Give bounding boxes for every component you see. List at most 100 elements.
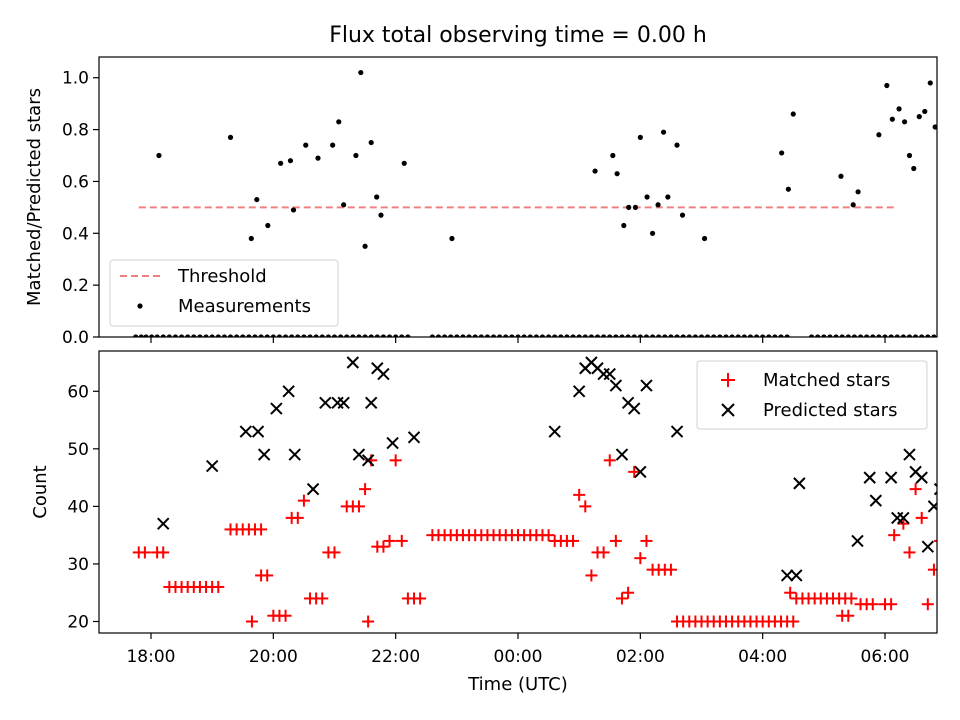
- predicted-star-point: [915, 471, 928, 484]
- measurement-point: [876, 132, 882, 138]
- measurement-point-zero: [870, 334, 876, 337]
- y-tick-label: 0.4: [62, 224, 89, 244]
- predicted-star-point: [851, 534, 864, 548]
- measurement-point-zero: [227, 334, 234, 337]
- matched-star-point: [245, 615, 258, 628]
- measurement-point: [701, 235, 708, 242]
- measurement-point-zero: [912, 334, 919, 337]
- matched-star-point: [279, 609, 292, 622]
- measurement-point-zero: [380, 334, 387, 337]
- measurement-point-zero: [643, 334, 650, 337]
- matched-star-point: [866, 598, 879, 611]
- predicted-star-point: [257, 448, 271, 461]
- measurement-point: [449, 235, 455, 242]
- measurement-point: [665, 194, 671, 200]
- predicted-star-point: [933, 482, 937, 496]
- measurement-point-zero: [405, 334, 411, 337]
- predicted-star-point: [863, 471, 876, 484]
- y-tick-label: 0.0: [62, 328, 89, 348]
- measurement-point-zero: [821, 334, 827, 337]
- measurement-point-zero: [448, 334, 454, 337]
- predicted-star-point: [270, 402, 283, 415]
- measurement-point-zero: [472, 334, 478, 337]
- legend-predicted-swatch: [721, 403, 735, 417]
- matched-star-point: [664, 563, 677, 576]
- predicted-star-point: [548, 425, 561, 438]
- measurement-point-zero: [435, 334, 442, 337]
- chart-title: Flux total observing time = 0.00 h: [329, 23, 707, 48]
- measurement-point-zero: [925, 334, 931, 337]
- measurement-point-zero: [680, 334, 686, 337]
- measurement-point-zero: [289, 334, 295, 337]
- predicted-star-point: [953, 507, 960, 518]
- measurement-point: [353, 152, 359, 159]
- measurement-point-zero: [631, 334, 637, 337]
- matched-star-point: [362, 615, 375, 628]
- measurement-point-zero: [662, 334, 668, 337]
- measurement-point-zero: [607, 334, 613, 337]
- measurement-point: [303, 142, 309, 148]
- measurement-point-zero: [362, 334, 368, 337]
- measurement-point-zero: [864, 334, 870, 337]
- matched-star-point: [359, 483, 372, 496]
- measurement-point-zero: [307, 334, 313, 337]
- measurement-point: [911, 165, 917, 172]
- measurement-point: [330, 142, 336, 148]
- y-tick-label: 0.8: [62, 121, 89, 141]
- matched-star-point: [903, 546, 916, 559]
- predicted-star-point: [790, 569, 803, 582]
- measurement-point: [227, 134, 234, 140]
- matched-star-point: [909, 483, 922, 496]
- x-tick-label: 20:00: [249, 647, 298, 667]
- measurement-point-zero: [295, 334, 301, 337]
- measurement-point-zero: [809, 334, 815, 337]
- measurement-point-zero: [637, 334, 643, 337]
- measurement-point-zero: [674, 334, 680, 337]
- measurement-point-zero: [133, 334, 139, 337]
- predicted-star-point: [670, 425, 684, 438]
- measurement-point: [632, 204, 639, 210]
- matched-star-point: [784, 586, 797, 599]
- matched-star-point: [352, 500, 365, 513]
- predicted-star-point: [251, 425, 265, 438]
- measurement-point: [889, 116, 895, 122]
- measurement-point: [401, 160, 407, 166]
- matched-star-point: [316, 592, 329, 605]
- matched-star-point: [845, 592, 858, 605]
- matched-star-point: [634, 552, 647, 565]
- matched-star-point: [255, 523, 268, 536]
- predicted-star-point: [897, 511, 910, 525]
- measurement-point: [660, 129, 667, 135]
- measurement-point-zero: [252, 334, 258, 337]
- measurement-point: [950, 179, 955, 184]
- measurement-point: [592, 168, 598, 174]
- measurement-point-zero: [686, 334, 692, 337]
- measurement-point-zero: [888, 334, 894, 337]
- measurement-point-zero: [656, 334, 662, 337]
- measurement-point-zero: [460, 334, 466, 337]
- measurement-point-zero: [276, 334, 283, 337]
- matched-star-point: [640, 534, 653, 547]
- matched-star-point: [261, 569, 274, 582]
- measurement-point-zero: [778, 334, 784, 337]
- measurement-point: [287, 158, 294, 164]
- predicted-star-point: [869, 494, 883, 507]
- bottom-plot: 20 30 40 50 60 18:00 20:00 22:00 00:00 02:00 04:00…: [67, 350, 960, 667]
- x-tick-label: 00:00: [494, 647, 543, 667]
- measurement-point-zero: [625, 334, 631, 337]
- predicted-star-point: [793, 477, 806, 490]
- predicted-star-point: [947, 518, 958, 529]
- measurement-point: [290, 207, 297, 213]
- predicted-star-point: [927, 500, 937, 513]
- measurement-point: [679, 212, 686, 218]
- matched-star-point: [952, 558, 960, 570]
- measurement-point: [906, 152, 913, 159]
- matched-star-point: [328, 546, 341, 559]
- predicted-star-point: [157, 517, 170, 530]
- measurement-point: [916, 114, 922, 120]
- measurement-point: [896, 106, 902, 112]
- measurement-point: [362, 243, 368, 249]
- measurement-point-zero: [698, 334, 705, 337]
- measurement-point-zero: [282, 334, 289, 337]
- measurement-point: [922, 108, 928, 115]
